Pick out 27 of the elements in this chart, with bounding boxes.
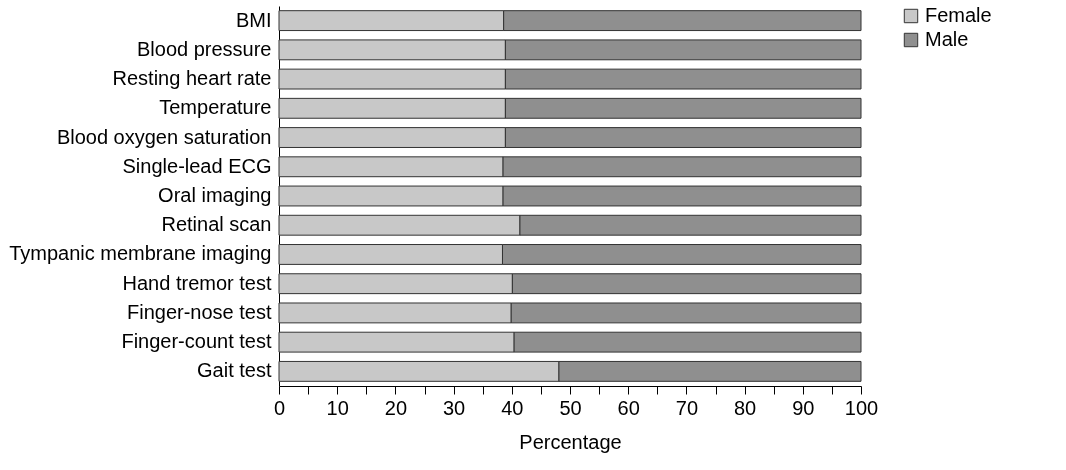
y-tick-label: Blood pressure [136,37,272,60]
y-tick-label: Oral imaging [158,184,272,206]
y-tick-label: BMI [235,8,272,31]
y-tick-label: Finger-nose test [126,300,272,323]
x-tick-label: 90 [792,396,815,419]
x-tick-label: 100 [844,396,879,419]
legend-label: Male [925,28,969,50]
x-tick-label: 10 [326,396,349,419]
x-axis-title: Percentage [519,430,622,453]
x-tick-label: 70 [675,396,699,419]
x-tick-label: 80 [733,396,757,419]
x-tick-label: 20 [384,396,408,419]
x-tick-label: 60 [617,396,640,419]
legend-label: Female [925,4,992,26]
y-tick-label: Retinal scan [161,213,272,236]
y-tick-label: Resting heart rate [112,67,272,90]
x-tick-label: 40 [501,396,524,419]
y-tick-label: Finger-count test [121,330,272,353]
x-tick-label: 30 [442,396,466,419]
y-tick-label: Single-lead ECG [122,154,272,177]
y-tick-label: Temperature [159,96,272,119]
y-tick-label: Gait test [197,359,272,382]
y-tick-label: Tympanic membrane imaging [9,242,272,265]
y-tick-label: Blood oxygen saturation [56,125,272,148]
y-tick-label: Hand tremor test [122,271,272,294]
x-tick-label: 0 [273,396,286,419]
x-tick-label: 50 [559,396,582,419]
